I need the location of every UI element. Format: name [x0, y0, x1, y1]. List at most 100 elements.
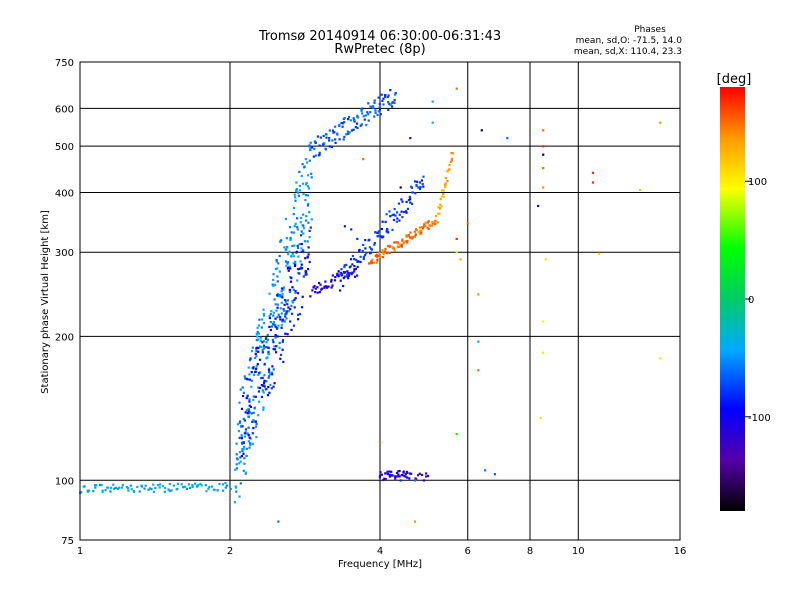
data-point — [259, 339, 262, 342]
data-point — [292, 324, 296, 327]
data-point — [291, 312, 294, 315]
data-point — [107, 486, 110, 489]
data-point — [236, 423, 240, 426]
data-point — [239, 456, 242, 459]
data-point — [405, 234, 408, 237]
data-point — [164, 486, 167, 490]
data-point — [240, 437, 243, 440]
data-point — [452, 152, 455, 155]
data-point — [308, 159, 311, 162]
data-point — [235, 467, 238, 470]
data-point — [391, 101, 394, 105]
data-point — [261, 341, 264, 344]
data-point — [402, 470, 405, 473]
data-point — [276, 294, 279, 297]
data-point — [410, 472, 413, 475]
data-point — [284, 299, 287, 302]
data-point — [542, 351, 545, 354]
data-point — [318, 281, 321, 285]
data-point — [310, 176, 313, 179]
data-point — [328, 137, 331, 140]
data-point — [276, 280, 279, 283]
data-point — [242, 441, 245, 444]
data-point — [411, 236, 414, 239]
data-point — [409, 201, 412, 204]
data-point — [421, 227, 425, 230]
data-point — [409, 236, 412, 239]
data-point — [245, 454, 248, 457]
data-point — [396, 211, 399, 214]
data-point — [240, 433, 243, 437]
data-point — [431, 221, 434, 224]
data-point — [271, 338, 274, 341]
data-point — [401, 239, 404, 242]
data-point — [98, 483, 102, 486]
data-point — [235, 453, 238, 456]
data-point — [218, 482, 221, 486]
data-point — [408, 477, 411, 480]
x-tick-label: 4 — [377, 546, 383, 557]
data-point — [294, 199, 297, 202]
data-point — [346, 275, 349, 278]
data-point — [265, 341, 268, 344]
data-point — [428, 224, 431, 227]
data-point — [204, 484, 207, 487]
data-point — [278, 341, 281, 344]
data-point — [353, 119, 356, 122]
data-point — [301, 295, 304, 298]
data-point — [386, 470, 389, 473]
data-point — [356, 265, 359, 268]
data-point — [256, 335, 259, 338]
data-point — [262, 312, 265, 316]
data-point — [312, 155, 315, 158]
data-point — [224, 481, 227, 485]
data-point — [290, 276, 293, 280]
data-point — [221, 483, 225, 486]
data-point — [340, 121, 343, 124]
data-point — [116, 487, 120, 490]
data-point — [286, 262, 289, 265]
grid-lines — [80, 62, 680, 540]
data-point — [353, 265, 356, 268]
data-point — [493, 473, 496, 476]
data-point — [257, 350, 260, 353]
data-point — [269, 373, 272, 376]
data-point — [405, 211, 408, 214]
data-point — [333, 131, 336, 134]
data-point — [247, 426, 250, 429]
data-point — [92, 490, 95, 493]
data-point — [168, 482, 171, 486]
data-point — [229, 487, 232, 490]
data-point — [355, 122, 359, 125]
data-point — [408, 472, 411, 475]
data-point — [399, 479, 402, 482]
data-point — [283, 309, 286, 312]
data-point — [273, 298, 276, 301]
data-point — [244, 411, 247, 414]
data-point — [385, 251, 389, 254]
phases-box-line2: mean, sd,X: 110.4, 23.3 — [574, 47, 682, 57]
data-point — [307, 246, 310, 249]
data-point — [287, 253, 290, 256]
data-point — [362, 115, 365, 118]
data-point — [308, 260, 311, 264]
data-point — [319, 283, 322, 286]
data-point — [343, 264, 346, 267]
data-point — [379, 441, 382, 444]
data-point — [444, 176, 447, 180]
data-point — [267, 367, 271, 370]
data-point — [276, 292, 280, 295]
data-point — [303, 240, 306, 243]
data-point — [420, 231, 423, 234]
data-point — [246, 378, 249, 381]
data-point — [161, 485, 164, 488]
data-point — [120, 486, 123, 489]
data-point — [250, 379, 253, 382]
data-point — [381, 250, 384, 253]
data-point — [346, 272, 350, 275]
data-point — [255, 423, 258, 426]
data-point — [281, 340, 284, 343]
data-point — [388, 473, 391, 476]
data-point — [260, 326, 263, 329]
data-point — [255, 355, 258, 358]
